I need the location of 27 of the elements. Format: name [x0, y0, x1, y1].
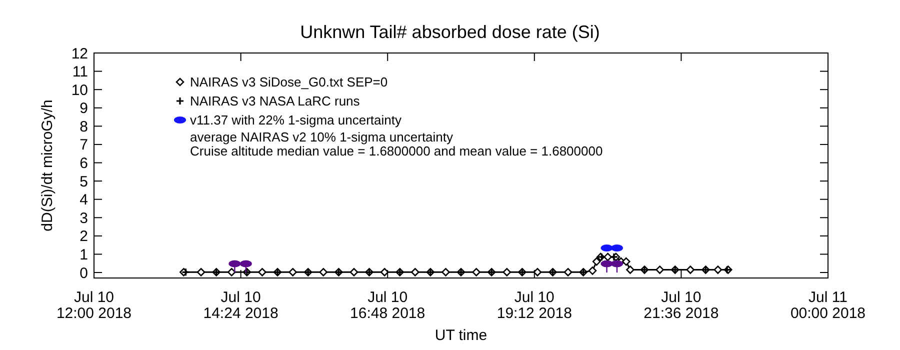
y-tick-label: 10	[71, 82, 88, 99]
x-tick-label: Jul 10 21:36 2018	[644, 289, 719, 322]
x-tick-label: Jul 10 16:48 2018	[350, 289, 426, 322]
y-tick-label: 12	[71, 45, 88, 62]
y-tick-label: 4	[80, 192, 88, 209]
y-tick-label: 8	[80, 118, 88, 136]
legend-label: v11.37 with 22% 1-sigma uncertainty	[190, 112, 402, 128]
y-tick-label: 11	[72, 64, 88, 81]
y-tick-label: 0	[80, 264, 88, 282]
annotation: average NAIRAS v2 10% 1-sigma uncertainty	[190, 130, 454, 145]
y-tick-label: 2	[80, 228, 88, 246]
annotation: Cruise altitude median value = 1.6800000 and mean value = 1.6800000	[190, 144, 603, 159]
legend-label: NAIRAS v3 SiDose_G0.txt SEP=0	[190, 74, 388, 90]
x-axis-title: UT time	[434, 327, 488, 344]
y-axis-title: dD(Si)/dt microGy/h	[39, 100, 56, 232]
chart-title: Unknwn Tail# absorbed dose rate (Si)	[300, 22, 600, 42]
y-tick-label: 9	[80, 100, 88, 118]
y-tick-label: 3	[80, 210, 88, 227]
x-tick-label: Jul 11 00:00 2018	[790, 289, 866, 322]
legend-label: NAIRAS v3 NASA LaRC runs	[190, 94, 360, 109]
y-tick-label: 7	[80, 136, 88, 154]
x-tick-label: Jul 10 14:24 2018	[203, 289, 278, 322]
y-tick-label: 5	[80, 173, 88, 190]
y-tick-label: 6	[80, 155, 88, 172]
x-tick-label: Jul 10 12:00 2018	[56, 289, 132, 322]
x-tick-label: Jul 10 19:12 2018	[496, 289, 572, 322]
y-tick-label: 1	[80, 246, 88, 264]
